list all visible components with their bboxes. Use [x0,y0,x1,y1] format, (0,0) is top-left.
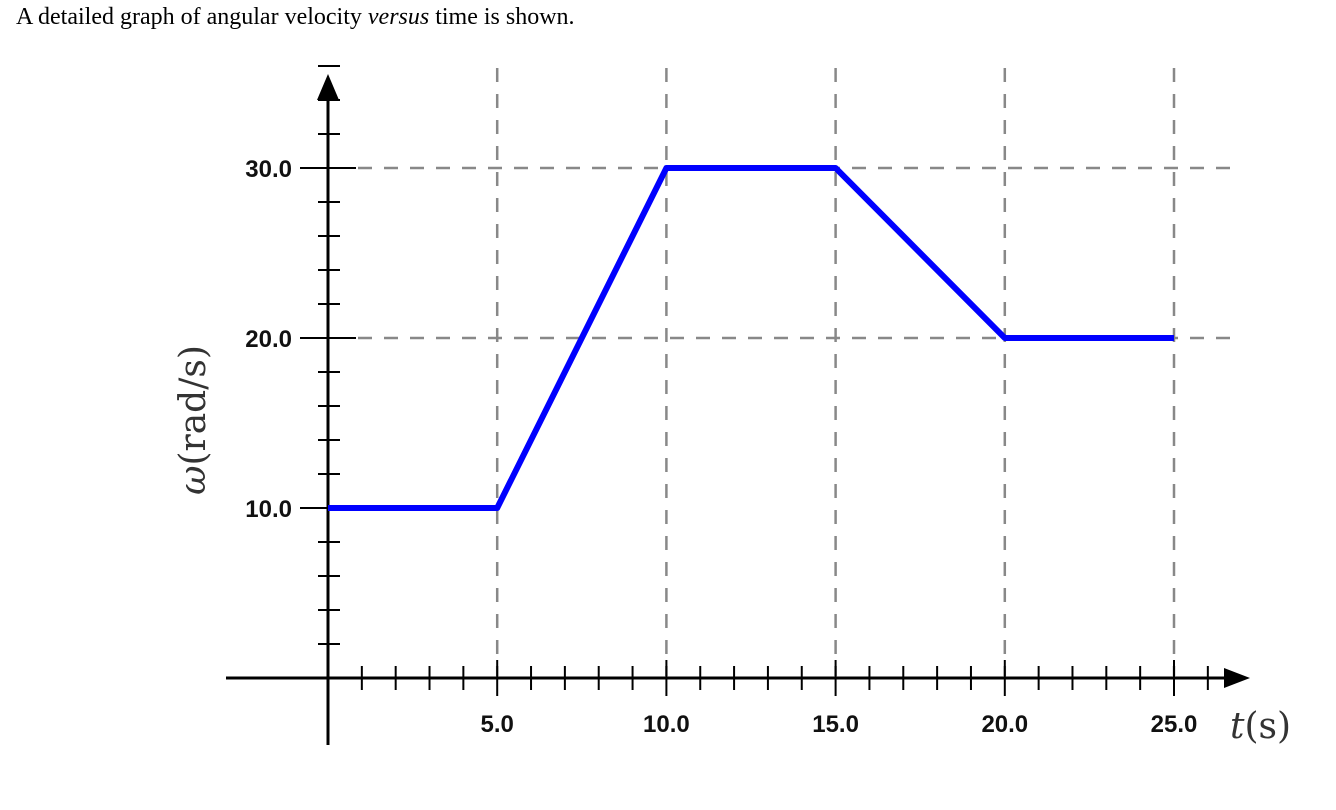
x-axis-title: t(s) [1230,706,1291,747]
tick-labels: 5.0 10.0 15.0 20.0 25.0 10.0 20.0 30.0 [245,156,1197,738]
y-axis-title-unit: (rad/s) [173,345,214,465]
y-axis-arrowhead [317,74,339,100]
caption-text-end: time is shown. [429,4,575,30]
y-axis-title: ω(rad/s) [173,345,214,495]
x-tick-label: 5.0 [481,711,514,738]
caption-text: A detailed graph of angular velocity [16,4,368,30]
y-tick-label: 10.0 [245,496,292,523]
x-tick-label: 25.0 [1151,711,1198,738]
x-tick-label: 10.0 [643,711,690,738]
x-axis-title-variable: t [1230,706,1245,747]
caption: A detailed graph of angular velocity ver… [16,4,575,31]
y-tick-label: 20.0 [245,326,292,353]
caption-emphasis: versus [367,4,430,30]
data-series [328,165,1174,511]
x-axis-arrowhead [1224,668,1250,688]
axes [226,65,1250,745]
x-axis-title-unit: (s) [1244,706,1291,747]
y-tick-label: 30.0 [245,156,292,183]
x-tick-label: 15.0 [812,711,859,738]
y-axis-title-variable: ω [173,466,214,495]
x-tick-label: 20.0 [981,711,1028,738]
series-line-0 [328,165,1174,511]
grid-lines [358,68,1236,676]
